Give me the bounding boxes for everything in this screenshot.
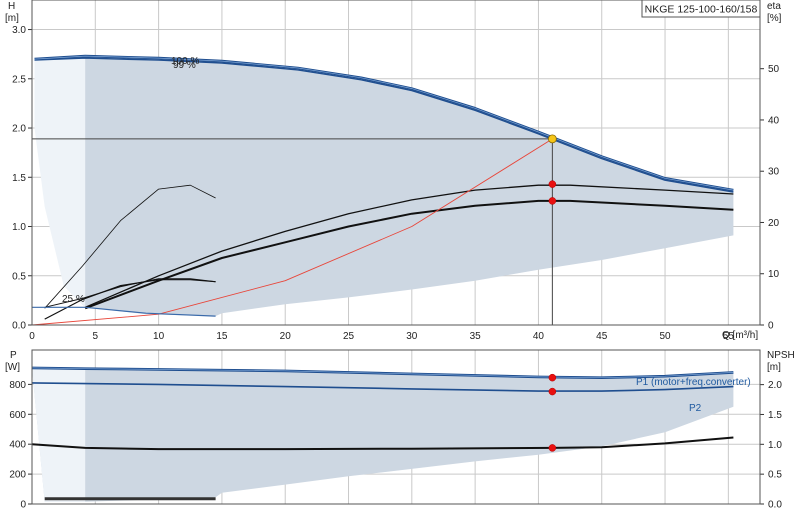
- top-y-tick-label: 1.5: [12, 173, 26, 184]
- head-curve-100-highlight: [34, 55, 734, 191]
- power-curve-p2: [31, 382, 734, 392]
- bottom-y-tick-label: 800: [9, 380, 26, 391]
- top-y-tick-label: 0.0: [12, 321, 26, 332]
- head-curve-99: [34, 57, 734, 193]
- power-marker: [548, 373, 557, 382]
- bottom-y2-tick-label: 1.0: [768, 440, 782, 451]
- top-y2-tick-label: 30: [768, 167, 780, 178]
- bottom-y-tick-label: 200: [9, 470, 26, 481]
- bottom-y2-tick-label: 0.5: [768, 470, 782, 481]
- eta-curve-25-b: [44, 278, 216, 308]
- top-y-tick-label: 0.5: [12, 271, 26, 282]
- eta-curve-lower: [84, 199, 734, 310]
- power-curve-p1-highlight: [31, 367, 734, 379]
- npsh-axis-label: NPSH: [767, 350, 795, 361]
- top-x-tick-label: 30: [406, 331, 418, 342]
- bottom-y2-tick-label: 1.5: [768, 410, 782, 421]
- top-x-tick-label: 15: [216, 331, 228, 342]
- curve-label-100: 100 %: [171, 56, 199, 67]
- top-x-tick-label: 20: [280, 331, 292, 342]
- chart-title: NKGE 125-100-160/158: [645, 4, 758, 16]
- top-x-tick-label: 35: [470, 331, 482, 342]
- top-plot-frame: [31, 0, 761, 326]
- q-axis-label: Q [m³/h]: [722, 330, 758, 341]
- power-marker: [548, 387, 557, 396]
- bottom-y2-tick-label: 0.0: [768, 500, 782, 511]
- curve-label-25: 25 %: [62, 294, 85, 305]
- top-x-tick-label: 55: [723, 331, 735, 342]
- top-y-tick-label: 3.0: [12, 25, 26, 36]
- top-operating-region: [34, 56, 734, 317]
- bottom-y2-tick-label: 2.0: [768, 380, 782, 391]
- bottom-low-flow-region: [32, 367, 86, 502]
- top-low-flow-region: [34, 56, 86, 308]
- eta-curve-upper: [84, 184, 734, 308]
- top-y2-tick-label: 50: [768, 64, 780, 75]
- system-curve: [31, 138, 553, 326]
- npsh-curve: [31, 436, 734, 451]
- efficiency-marker: [548, 197, 557, 205]
- top-y-tick-label: 2.0: [12, 124, 26, 135]
- top-y2-tick-label: 0: [768, 321, 774, 332]
- curve-label-99: 99 %: [173, 60, 196, 71]
- top-y2-tick-label: 40: [768, 115, 780, 126]
- top-x-tick-label: 50: [659, 331, 671, 342]
- legend-p1: P1 (motor+freq.converter): [636, 377, 751, 388]
- top-y2-tick-label: 10: [768, 269, 780, 280]
- min-speed-line: [85, 306, 216, 317]
- eta-axis-unit: [%]: [767, 13, 782, 24]
- power-marker: [548, 444, 557, 452]
- top-y2-tick-label: 20: [768, 218, 780, 229]
- npsh-axis-unit: [m]: [767, 362, 781, 373]
- h-axis-unit: [m]: [5, 13, 19, 24]
- title-box: [641, 0, 761, 18]
- p-axis-unit: [W]: [5, 362, 20, 373]
- bottom-y-tick-label: 600: [9, 410, 26, 421]
- eta-axis-label: eta: [767, 1, 781, 12]
- top-x-tick-label: 40: [533, 331, 545, 342]
- top-x-tick-label: 10: [153, 331, 165, 342]
- top-x-tick-label: 25: [343, 331, 355, 342]
- bottom-y-tick-label: 0: [20, 500, 26, 511]
- top-x-tick-label: 45: [596, 331, 608, 342]
- top-x-tick-label: 5: [93, 331, 99, 342]
- head-curve-25: [44, 184, 216, 309]
- bottom-y-tick-label: 400: [9, 440, 26, 451]
- top-y-tick-label: 2.5: [12, 74, 26, 85]
- efficiency-marker: [548, 180, 557, 188]
- duty-point-marker: [547, 134, 557, 144]
- top-x-tick-label: 0: [29, 331, 35, 342]
- p-axis-label: P: [10, 350, 17, 361]
- bottom-plot-frame: [31, 349, 761, 505]
- bottom-operating-region: [32, 367, 734, 502]
- top-y-tick-label: 1.0: [12, 222, 26, 233]
- legend-p2: P2: [689, 403, 702, 414]
- h-axis-label: H: [8, 1, 15, 12]
